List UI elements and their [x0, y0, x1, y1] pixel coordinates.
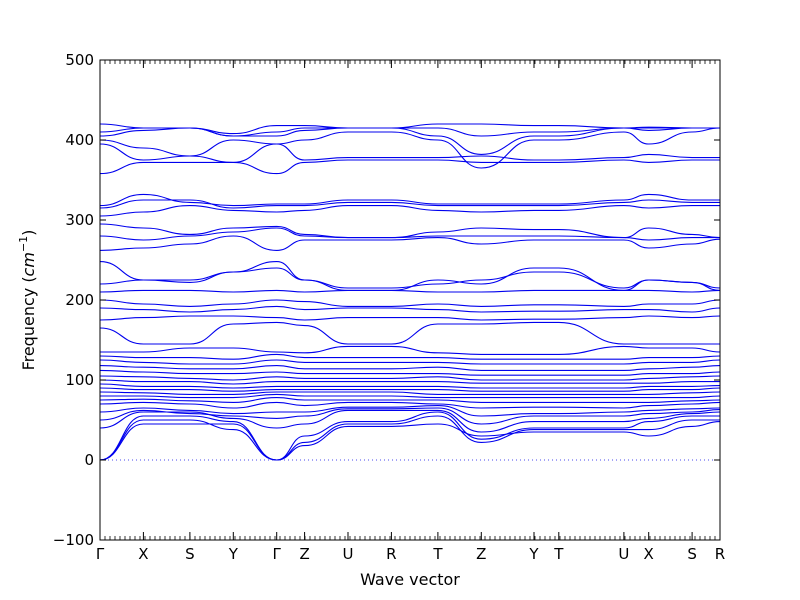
k-point-label: S: [185, 545, 195, 563]
branch-25: [100, 267, 720, 289]
branch-12: [100, 383, 720, 389]
y-tick-label: 500: [65, 51, 94, 69]
phonon-branches: [100, 123, 720, 461]
branch-11: [100, 387, 720, 392]
branch-24: [100, 289, 720, 293]
y-tick-label: 0: [84, 451, 94, 469]
k-point-label: T: [432, 545, 443, 563]
k-point-label: Z: [476, 545, 486, 563]
branch-17: [100, 359, 720, 365]
k-point-label: U: [618, 545, 629, 563]
branch-16: [100, 365, 720, 371]
branch-22: [100, 305, 720, 313]
branch-19: [100, 345, 720, 355]
branch-7: [100, 401, 720, 409]
branch-33: [100, 159, 720, 175]
y-tick-label: −100: [53, 531, 94, 549]
k-point-label: R: [386, 545, 396, 563]
k-point-label: Z: [299, 545, 309, 563]
branch-6: [100, 405, 720, 417]
y-tick-label: 200: [65, 291, 94, 309]
branch-8: [100, 397, 720, 403]
k-point-label: X: [644, 545, 654, 563]
branch-15: [100, 369, 720, 376]
branch-30: [100, 205, 720, 217]
branch-28: [100, 227, 720, 241]
y-tick-label: 300: [65, 211, 94, 229]
k-point-label: Y: [528, 545, 539, 563]
branch-26: [100, 261, 720, 291]
branch-9: [100, 393, 720, 399]
y-axis-ticks: −100 0 100 200 300 400 500: [53, 51, 720, 549]
k-point-label: S: [687, 545, 697, 563]
k-point-label: U: [343, 545, 354, 563]
k-point-label: R: [715, 545, 725, 563]
y-axis-label-text: Frequency: [19, 288, 38, 371]
branch-14: [100, 375, 720, 381]
branch-35: [100, 127, 720, 169]
branch-32: [100, 193, 720, 207]
branch-13: [100, 379, 720, 385]
y-axis-label-exponent: −1: [17, 236, 30, 252]
k-point-label: X: [138, 545, 148, 563]
k-point-label: T: [553, 545, 564, 563]
branch-10: [100, 391, 720, 395]
branch-23: [100, 299, 720, 307]
y-tick-label: 400: [65, 131, 94, 149]
branch-27: [100, 235, 720, 251]
branch-34: [100, 143, 720, 163]
branch-20: [100, 321, 720, 345]
k-point-label: Γ: [273, 545, 282, 563]
branch-21: [100, 315, 720, 321]
k-point-label: Y: [228, 545, 239, 563]
branch-3: [100, 411, 720, 461]
k-point-label: Γ: [96, 545, 105, 563]
branch-18: [100, 353, 720, 360]
y-tick-label: 100: [65, 371, 94, 389]
branch-4: [100, 409, 720, 433]
branch-29: [100, 223, 720, 239]
branch-38: [100, 123, 720, 135]
y-axis-label-unit: cm: [19, 252, 38, 276]
branch-5: [100, 407, 720, 425]
x-axis-label: Wave vector: [360, 570, 460, 589]
y-axis-label: Frequency (cm−1): [17, 230, 38, 371]
branch-2: [100, 415, 720, 461]
